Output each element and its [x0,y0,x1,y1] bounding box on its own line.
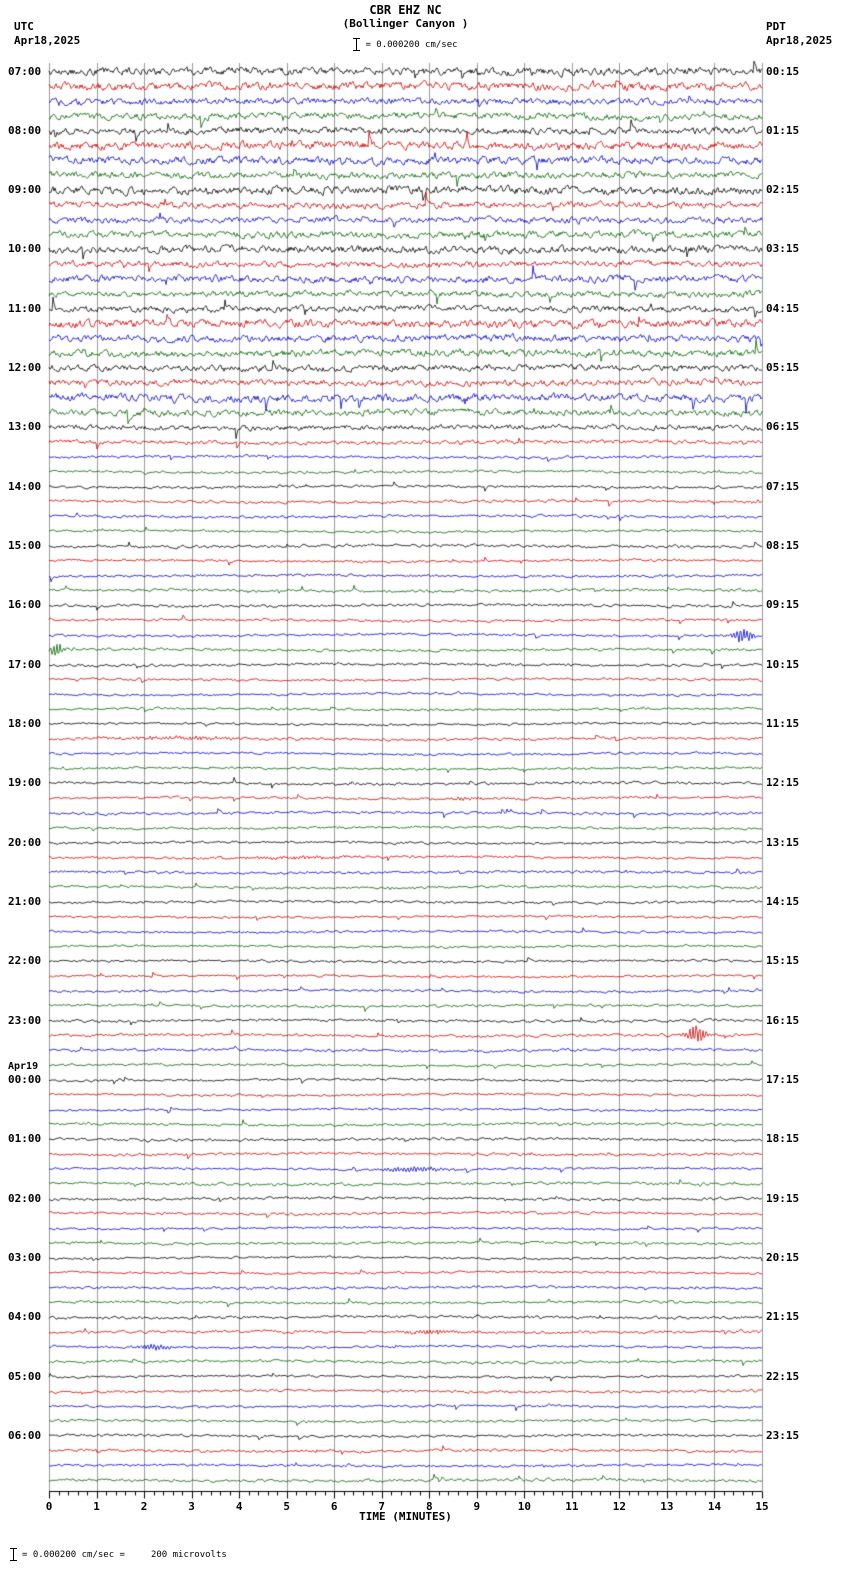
x-tick-label: 12 [612,1499,627,1513]
pdt-hour-label: 15:15 [766,954,800,968]
pdt-hour-label: 02:15 [766,183,800,197]
x-tick-label: 7 [378,1499,386,1513]
utc-hour-label: 08:00 [8,123,42,137]
utc-hour-label: 21:00 [8,894,42,908]
utc-hour-label: 19:00 [8,776,42,790]
pdt-hour-label: 22:15 [766,1369,800,1383]
x-tick-label: 5 [283,1499,290,1513]
pdt-hour-label: 10:15 [766,657,800,671]
x-tick-label: 8 [425,1499,433,1513]
pdt-hour-label: 14:15 [766,894,800,908]
utc-hour-label: 23:00 [8,1013,42,1027]
x-tick-label: 1 [93,1499,100,1513]
utc-hour-label: 14:00 [8,479,42,493]
pdt-hour-label: 05:15 [766,361,800,375]
x-axis-title: TIME (MINUTES) [359,1510,452,1523]
pdt-hour-label: 12:15 [766,776,800,790]
pdt-hour-label: 00:15 [766,64,800,78]
utc-hour-label: 12:00 [8,361,42,375]
footer-microvolts-text: 200 microvolts [150,1550,227,1560]
pdt-hour-label: 03:15 [766,242,800,256]
utc-hour-label: 09:00 [8,183,42,197]
utc-hour-label: 20:00 [8,835,42,849]
utc-hour-label: 03:00 [8,1250,42,1264]
footer-scale-bracket-icon [10,1548,17,1561]
x-tick-label: 13 [660,1499,674,1513]
pdt-hour-label: 23:15 [766,1428,800,1442]
pdt-hour-label: 09:15 [766,598,800,612]
utc-hour-label: 04:00 [8,1310,42,1324]
pdt-hour-label: 07:15 [766,479,800,493]
pdt-hour-label: 08:15 [766,539,800,553]
footer-scale-note: = 0.000200 cm/sec = 200 microvolts [10,1548,227,1561]
utc-hour-label: 16:00 [8,598,42,612]
utc-hour-label: 02:00 [8,1191,42,1205]
utc-hour-label: 07:00 [8,64,42,78]
pdt-hour-label: 16:15 [766,1013,800,1027]
pdt-hour-label: 01:15 [766,123,800,137]
pdt-hour-label: 21:15 [766,1310,800,1324]
utc-hour-label: 17:00 [8,657,42,671]
x-tick-label: 10 [517,1499,531,1513]
pdt-hour-label: 11:15 [766,717,800,731]
x-tick-label: 2 [140,1499,148,1513]
utc-hour-label: 05:00 [8,1369,42,1383]
utc-hour-label: 22:00 [8,954,42,968]
pdt-hour-label: 17:15 [766,1072,800,1086]
x-tick-label: 11 [565,1499,579,1513]
pdt-hour-label: 06:15 [766,420,800,434]
x-tick-label: 0 [45,1499,53,1513]
date-marker: Apr19 [8,1060,39,1072]
utc-hour-label: 06:00 [8,1428,42,1442]
pdt-hour-label: 20:15 [766,1250,800,1264]
utc-hour-label: 01:00 [8,1132,42,1146]
utc-hour-label: 11:00 [8,301,42,315]
utc-hour-label: 10:00 [8,242,42,256]
footer-scale-text: = 0.000200 cm/sec = [22,1550,125,1560]
pdt-hour-label: 13:15 [766,835,800,849]
utc-hour-label: 18:00 [8,717,42,731]
x-tick-label: 4 [235,1499,243,1513]
x-tick-label: 6 [330,1499,338,1513]
pdt-hour-label: 18:15 [766,1132,800,1146]
x-tick-label: 3 [188,1499,195,1513]
utc-hour-label: 15:00 [8,539,42,553]
pdt-hour-label: 04:15 [766,301,800,315]
x-tick-label: 14 [707,1499,722,1513]
utc-hour-label: 00:00 [8,1072,42,1086]
utc-hour-label: 13:00 [8,420,42,434]
x-tick-label: 15 [755,1499,769,1513]
x-tick-label: 9 [473,1499,481,1513]
pdt-hour-label: 19:15 [766,1191,800,1205]
